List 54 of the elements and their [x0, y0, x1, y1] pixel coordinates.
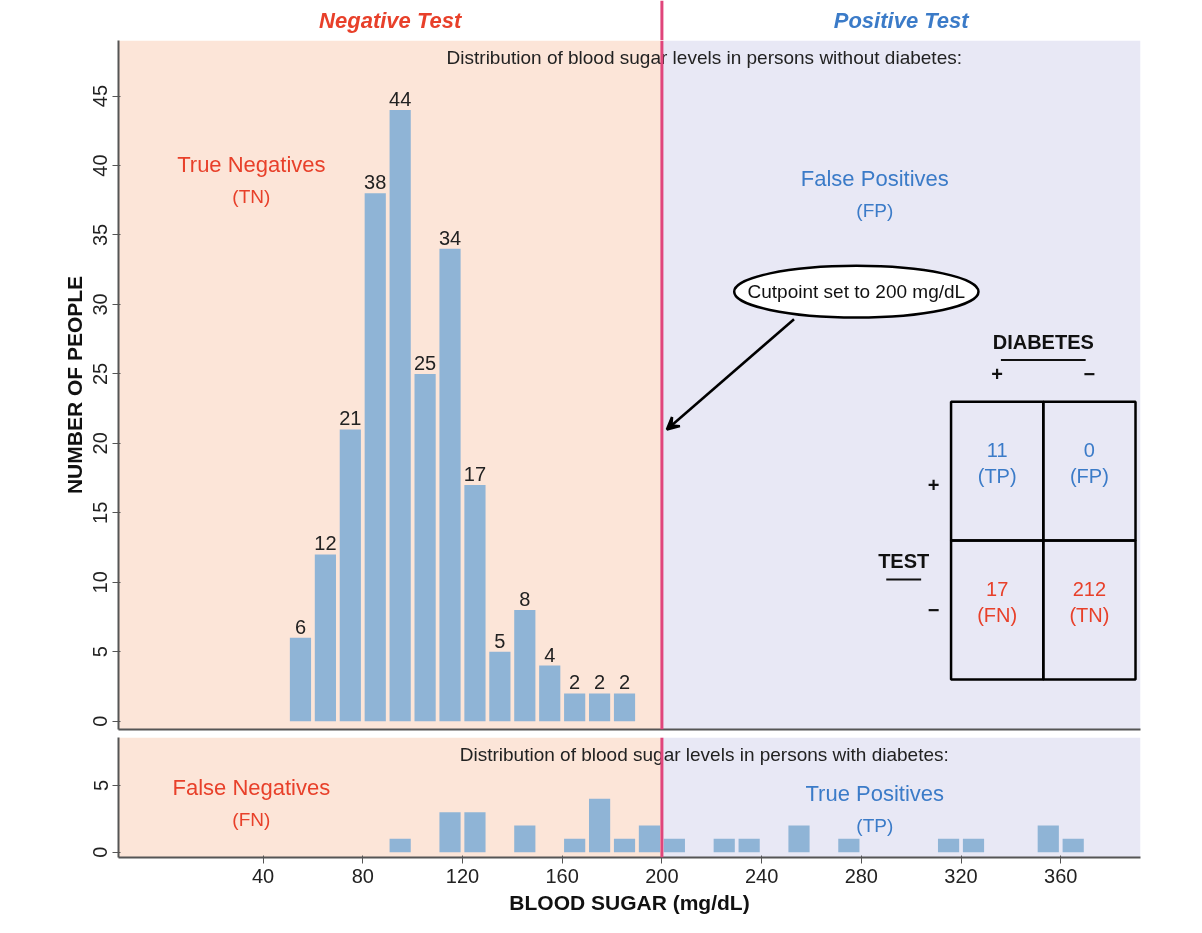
annotation: False Negatives (FN) — [172, 775, 331, 831]
data-label: 2 — [569, 671, 581, 694]
x-tick-label: 120 — [445, 864, 480, 887]
annotation: + — [927, 474, 940, 497]
data-label: 38 — [364, 171, 387, 194]
data-label: 17 — [463, 463, 487, 486]
annotation: 17 (FN) — [977, 578, 1018, 627]
data-label: 5 — [494, 629, 506, 652]
data-label: 25 — [413, 351, 437, 374]
annotation: − — [927, 599, 940, 622]
y-tick-label: 15 — [89, 501, 112, 524]
data-label: 2 — [594, 671, 606, 694]
band-label: Positive Test — [833, 8, 971, 33]
x-tick-label: 360 — [1044, 864, 1078, 887]
y-tick-label: 0 — [89, 715, 112, 727]
annotation: 11 (TP) — [977, 439, 1017, 488]
annotation: 212 (TN) — [1069, 578, 1110, 627]
x-axis-title: BLOOD SUGAR (mg/dL) — [509, 890, 750, 914]
band-label: Negative Test — [319, 8, 463, 33]
y-tick-label: 45 — [89, 84, 112, 108]
y-tick-label: 5 — [89, 646, 112, 658]
x-tick-label: 80 — [351, 864, 374, 887]
y-tick-label: 40 — [89, 154, 112, 177]
data-label: 6 — [294, 615, 307, 638]
y-tick-label: 35 — [89, 223, 112, 247]
annotation: False Positives (FP) — [800, 165, 949, 221]
x-tick-label: 160 — [545, 864, 579, 887]
annotation: DIABETES — [992, 330, 1094, 353]
annotation: True Negatives (TN) — [177, 152, 326, 208]
y-tick-label: 20 — [89, 432, 112, 455]
data-label: 8 — [519, 588, 531, 611]
data-label: 2 — [618, 671, 631, 694]
x-tick-label: 200 — [645, 864, 679, 887]
x-tick-label: 240 — [744, 864, 779, 887]
annotation: TEST — [878, 550, 930, 573]
y-tick-label: 30 — [89, 293, 112, 316]
data-label: 4 — [544, 643, 556, 666]
y-axis-title: NUMBER OF PEOPLE — [62, 275, 86, 495]
data-label: 44 — [389, 87, 412, 110]
annotation: − — [1083, 362, 1096, 385]
data-label: 21 — [339, 407, 362, 430]
annotation: + — [991, 362, 1004, 385]
data-label: 34 — [438, 226, 462, 249]
annotation: Cutpoint set to 200 mg/dL — [747, 281, 966, 303]
y-tick-label: 25 — [89, 362, 112, 386]
x-tick-label: 280 — [844, 864, 879, 887]
annotation: 0 (FP) — [1069, 439, 1109, 488]
data-label: 12 — [314, 532, 337, 555]
x-tick-label: 320 — [944, 864, 978, 887]
annotation: True Positives (TP) — [805, 781, 945, 837]
y-tick-label: 5 — [89, 779, 112, 792]
y-tick-label: 10 — [89, 571, 112, 594]
y-tick-label: 0 — [89, 846, 112, 858]
x-tick-label: 40 — [251, 864, 275, 887]
